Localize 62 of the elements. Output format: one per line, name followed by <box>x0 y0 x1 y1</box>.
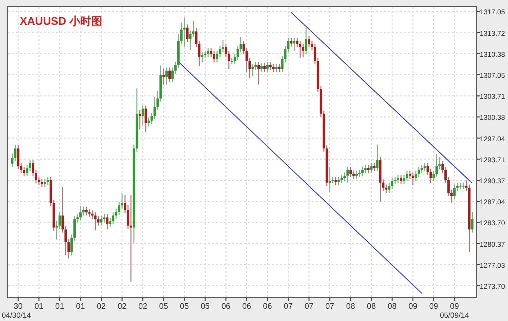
x-tick-label: 09 <box>429 302 439 311</box>
text: XAUUSD 小时图 <box>20 15 103 28</box>
candlestick <box>414 170 418 182</box>
candlestick <box>266 62 269 73</box>
candlestick <box>201 51 204 64</box>
candlestick <box>186 24 189 43</box>
x-tick-label: 05 <box>180 302 190 311</box>
candlestick <box>350 166 352 178</box>
candlestick <box>346 166 350 184</box>
x-tick-label: 02 <box>97 302 107 311</box>
x-tick-label: 01 <box>56 302 65 311</box>
candlestick <box>138 110 142 130</box>
candlestick <box>142 105 144 126</box>
candlestick <box>362 166 364 178</box>
x-tick-label: 09 <box>450 302 460 311</box>
x-tick-label: 05 <box>200 302 210 311</box>
x-tick-label: 02 <box>118 302 128 311</box>
candlestick <box>80 206 82 222</box>
candlestick <box>418 166 420 178</box>
x-tick-label: 06 <box>263 302 273 311</box>
x-tick-label: 07 <box>326 302 336 311</box>
x-tick-label: 08 <box>346 302 356 311</box>
candlestick <box>168 67 171 83</box>
candlestick <box>183 17 186 48</box>
candlestick <box>213 50 216 64</box>
candlestick <box>258 62 260 86</box>
candlestick <box>207 48 210 58</box>
x-tick-label: 07 <box>304 302 314 311</box>
candlestick <box>308 36 310 48</box>
candlestick <box>412 172 414 186</box>
x-tick-label: 05 <box>159 302 169 311</box>
candlestick <box>112 212 115 226</box>
x-tick-label: 06 <box>222 302 232 311</box>
x-tick-label: 08 <box>388 302 398 311</box>
x-tick-label: 01 <box>34 302 44 311</box>
candlestick <box>97 216 100 226</box>
x-tick-label: 02 <box>138 302 148 311</box>
x-tick-label: 09 <box>408 302 418 311</box>
candlestick <box>17 145 20 170</box>
candlestick <box>222 40 224 54</box>
candlestick <box>406 170 408 182</box>
candlestick <box>454 184 456 200</box>
x-tick-label: 01 <box>76 302 86 311</box>
candlestick <box>391 177 394 190</box>
candlestick <box>252 63 254 78</box>
candlestick <box>436 154 438 178</box>
candlestick <box>23 166 26 178</box>
candlestick <box>94 212 97 231</box>
candlestick <box>299 40 302 59</box>
candlestick <box>370 162 373 174</box>
candlestick <box>388 182 391 194</box>
candlestick <box>328 166 332 193</box>
candlestick <box>305 27 308 55</box>
x-tick-label: 07 <box>284 302 294 311</box>
candlestick <box>166 67 168 86</box>
x-tick-label: 30 <box>14 302 24 311</box>
candlestick <box>293 38 296 52</box>
candlestick <box>130 195 132 283</box>
x-tick-label: 06 <box>242 302 252 311</box>
candlestick <box>302 44 305 58</box>
x-tick-label: 08 <box>367 302 377 311</box>
candlestick <box>210 48 213 58</box>
